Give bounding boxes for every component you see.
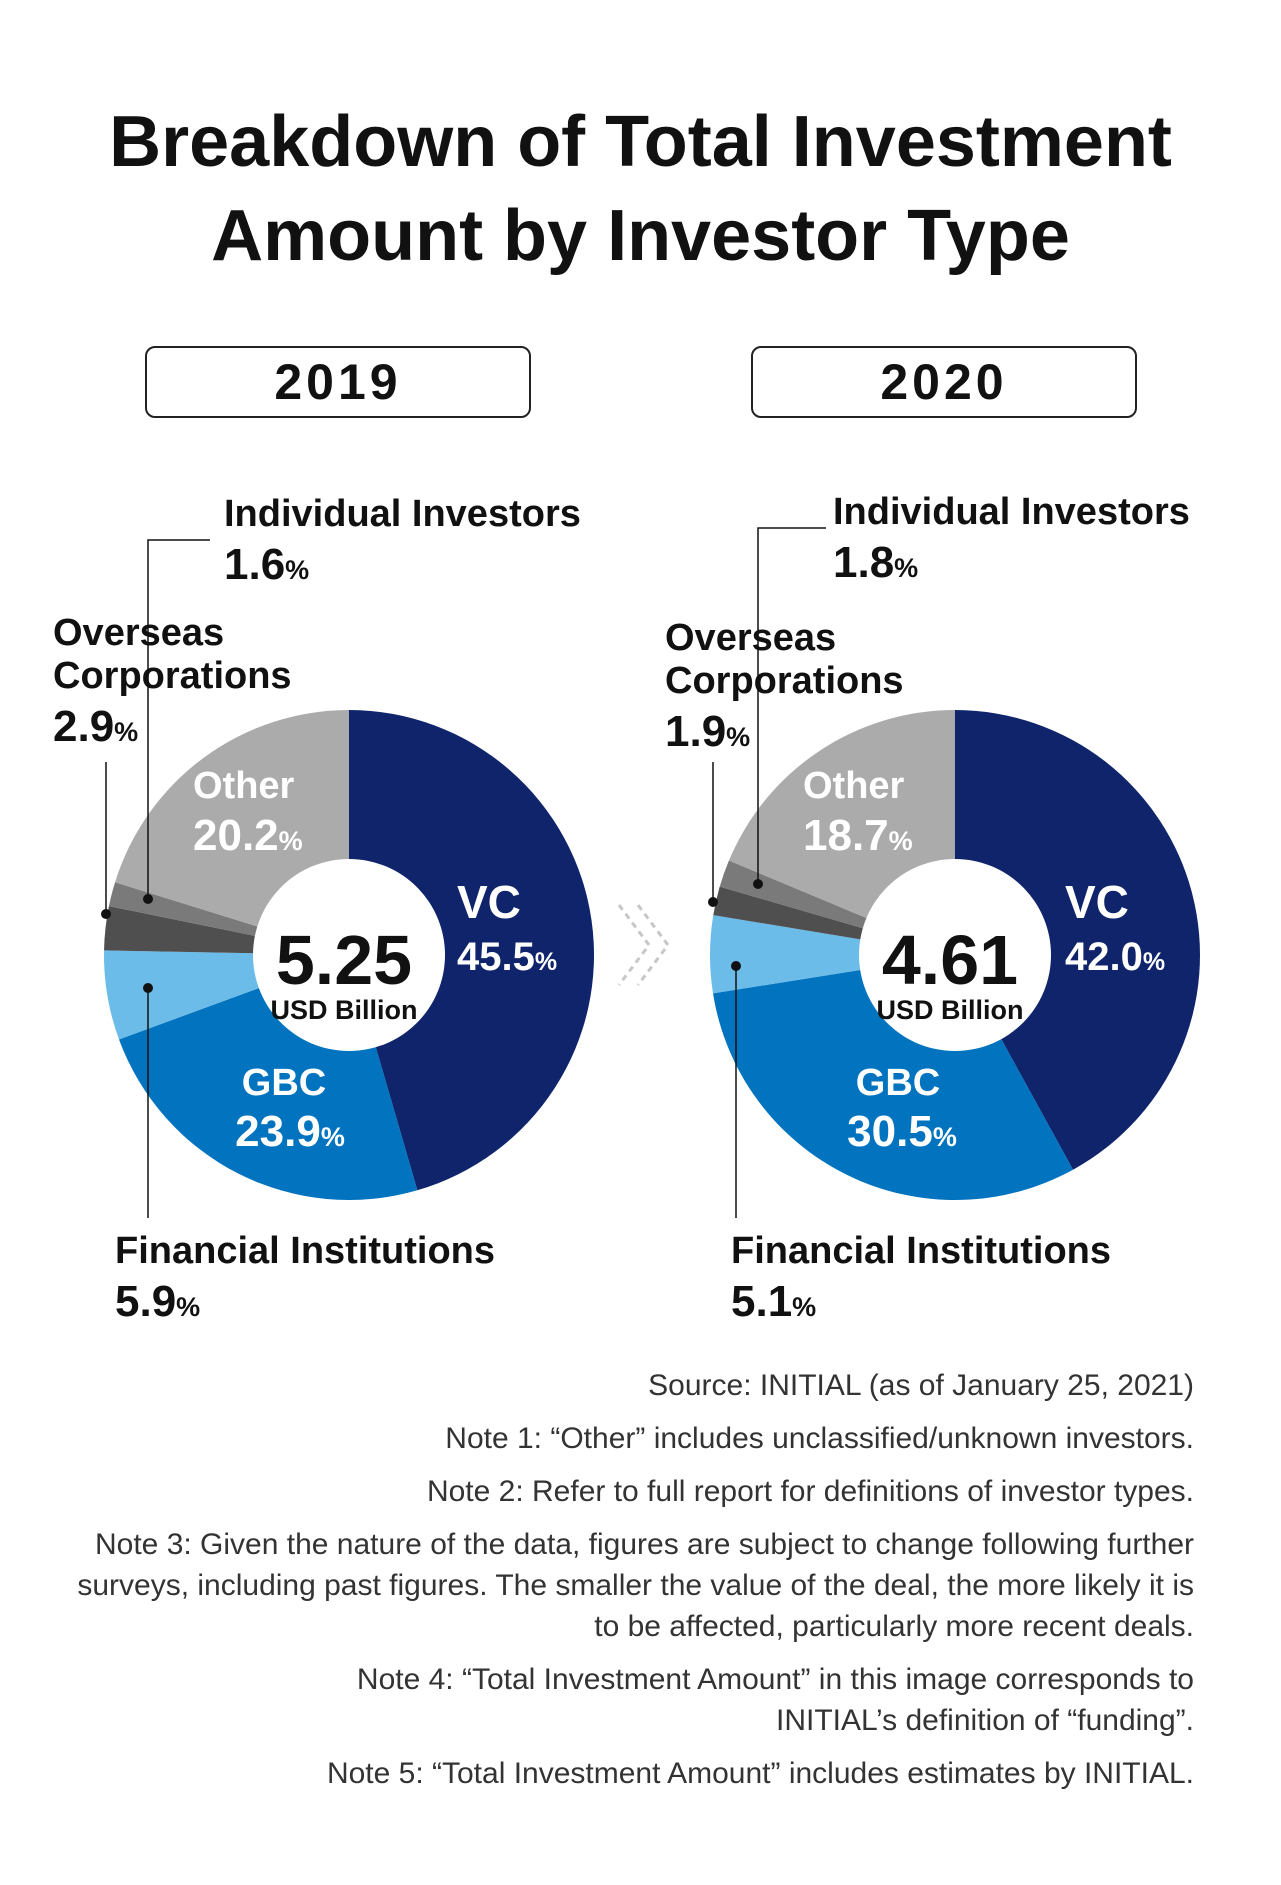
year-label-2020: 2020 (751, 346, 1137, 418)
label-vc-2020: VC (1065, 876, 1129, 928)
total-value-2019: 5.25 (276, 921, 412, 999)
chart-title: Breakdown of Total Investment Amount by … (0, 95, 1281, 283)
label-financial-2020: Financial Institutions (731, 1230, 1111, 1272)
label-individual-2020: Individual Investors (833, 491, 1190, 533)
donut-hole-2020 (859, 859, 1051, 1051)
value-overseas-2020: 1.9% (665, 707, 750, 756)
label-other-2019: Other (193, 765, 295, 807)
value-financial-2019: 5.9% (115, 1277, 200, 1326)
title-line-2: Amount by Investor Type (211, 196, 1070, 276)
value-individual-2020: 1.8% (833, 538, 918, 587)
label-overseas-line2-2020: Corporations (665, 660, 904, 702)
leader-line-individual-2019 (147, 539, 210, 899)
value-gbc-2019: 23.9% (235, 1107, 345, 1156)
label-overseas-line2-2019: Corporations (53, 655, 292, 697)
label-gbc-2019: GBC (242, 1062, 326, 1104)
year-label-2019: 2019 (145, 346, 531, 418)
slice-vc-2019 (349, 710, 594, 1191)
note-4: Note 4: “Total Investment Amount” in thi… (356, 1663, 1194, 1737)
label-vc-2019: VC (457, 876, 521, 928)
total-unit-2020: USD Billion (877, 995, 1024, 1025)
note-2: Note 2: Refer to full report for definit… (426, 1475, 1194, 1508)
label-gbc-2020: GBC (856, 1062, 940, 1104)
total-value-2020: 4.61 (882, 921, 1018, 999)
label-overseas-2019: Overseas (53, 612, 224, 654)
note-1: Note 1: “Other” includes unclassified/un… (445, 1422, 1194, 1455)
label-overseas-2020: Overseas (665, 617, 836, 659)
label-financial-2019: Financial Institutions (115, 1230, 495, 1272)
value-vc-2019: 45.5% (457, 935, 557, 979)
value-financial-2020: 5.1% (731, 1277, 816, 1326)
value-individual-2019: 1.6% (224, 540, 309, 589)
note-3: Note 3: Given the nature of the data, fi… (77, 1528, 1194, 1643)
slice-financial-2020 (710, 915, 955, 994)
value-overseas-2019: 2.9% (53, 702, 138, 751)
value-vc-2020: 42.0% (1065, 935, 1165, 979)
label-other-2020: Other (803, 765, 905, 807)
slice-vc-2020 (955, 710, 1200, 1170)
note-5: Note 5: “Total Investment Amount” includ… (326, 1757, 1194, 1790)
chevron-right-icon (617, 904, 670, 986)
value-other-2019: 20.2% (193, 811, 303, 860)
donut-hole-2019 (253, 859, 445, 1051)
label-individual-2019: Individual Investors (224, 493, 581, 535)
title-line-1: Breakdown of Total Investment (109, 102, 1172, 182)
notes: Source: INITIAL (as of January 25, 2021)… (74, 1365, 1194, 1806)
value-gbc-2020: 30.5% (847, 1107, 957, 1156)
total-unit-2019: USD Billion (271, 995, 418, 1025)
value-other-2020: 18.7% (803, 811, 913, 860)
source-note: Source: INITIAL (as of January 25, 2021) (648, 1369, 1194, 1402)
leader-line-individual-2020 (757, 527, 826, 884)
